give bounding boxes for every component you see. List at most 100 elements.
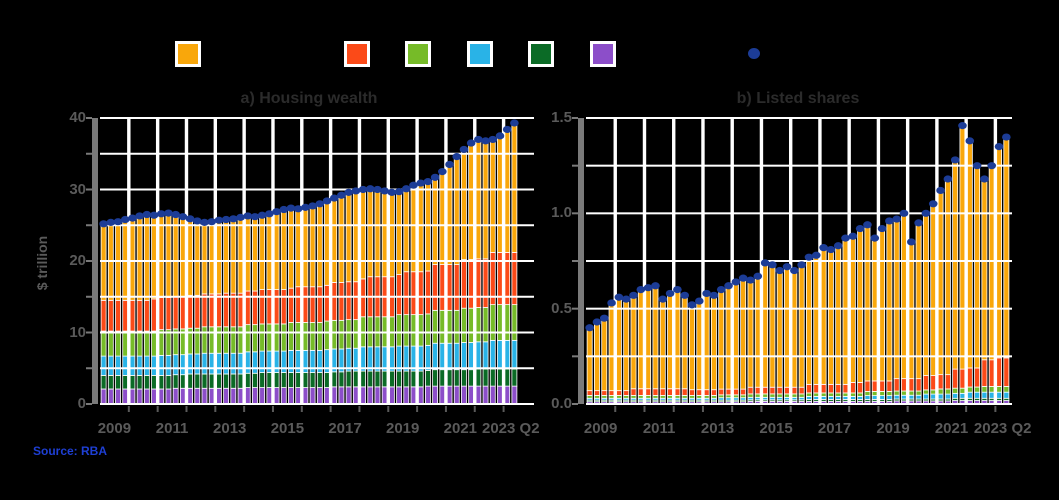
bar-segment-series-orange bbox=[659, 298, 666, 390]
y-axis-tick bbox=[572, 307, 578, 310]
bar-segment-series-red bbox=[981, 359, 988, 387]
bar-segment-series-green bbox=[937, 388, 944, 395]
bar-segment-series-dark-green bbox=[288, 372, 294, 388]
bar-segment-series-green bbox=[122, 330, 129, 357]
bar-segment-series-purple bbox=[216, 387, 222, 405]
bar-segment-series-purple bbox=[388, 386, 395, 405]
bar-segment-series-green bbox=[703, 395, 710, 399]
total-dot bbox=[135, 212, 144, 220]
total-dot bbox=[474, 135, 483, 144]
bar-segment-series-red bbox=[725, 388, 732, 396]
total-dot bbox=[665, 289, 675, 298]
legend-swatch-series-orange bbox=[175, 41, 201, 67]
bar-segment-series-green bbox=[316, 322, 323, 351]
total-dot bbox=[466, 139, 476, 147]
bar-segment-series-red bbox=[849, 382, 856, 394]
bar-segment-series-dark-green bbox=[201, 373, 208, 389]
bar-segment-series-orange bbox=[791, 270, 798, 388]
bar-segment-series-dark-green bbox=[129, 374, 136, 390]
bar-segment-series-orange bbox=[857, 228, 864, 383]
total-dot bbox=[236, 213, 245, 221]
bar-segment-series-red bbox=[630, 388, 637, 396]
bar-segment-series-red bbox=[732, 388, 739, 396]
x-axis-tick bbox=[848, 406, 851, 412]
bar-segment-series-red bbox=[302, 286, 309, 323]
bar-segment-series-green bbox=[667, 395, 674, 399]
bar-segment-series-red bbox=[216, 293, 222, 328]
total-dot bbox=[855, 224, 865, 233]
bar-segment-series-orange bbox=[388, 191, 395, 278]
bar-segment-series-red bbox=[194, 294, 201, 329]
bar-segment-series-green bbox=[922, 389, 929, 395]
bar-segment-series-dark-green bbox=[461, 369, 467, 387]
bar-segment-series-green bbox=[747, 393, 754, 398]
bar-segment-series-purple bbox=[295, 387, 302, 405]
total-dot bbox=[863, 221, 872, 229]
total-dot bbox=[673, 286, 682, 294]
x-tick-label: 2017 bbox=[328, 420, 362, 437]
bar-segment-series-purple bbox=[381, 386, 388, 405]
bar-segment-series-green bbox=[208, 326, 215, 354]
bar-segment-series-dark-green bbox=[136, 374, 143, 390]
bar-segment-series-red bbox=[769, 386, 776, 395]
gridline-h bbox=[100, 260, 534, 262]
bar-segment-series-red bbox=[100, 299, 107, 332]
y-tick-label: 40 bbox=[69, 109, 86, 126]
bar-segment-series-orange bbox=[374, 189, 381, 278]
bar-segment-series-orange bbox=[806, 256, 812, 385]
bar-segment-series-dark-green bbox=[302, 372, 309, 388]
bar-segment-series-red bbox=[959, 368, 966, 389]
bar-segment-series-orange bbox=[725, 285, 732, 390]
bar-segment-series-dark-green bbox=[352, 370, 359, 388]
bar-segment-series-red bbox=[827, 383, 834, 394]
bar-segment-series-cyan bbox=[223, 352, 230, 375]
bar-segment-series-orange bbox=[129, 217, 136, 301]
bar-segment-series-orange bbox=[324, 200, 330, 286]
bar-segment-series-dark-green bbox=[432, 369, 439, 387]
y-axis-tick bbox=[86, 152, 92, 155]
bar-segment-series-orange bbox=[352, 190, 359, 283]
bar-segment-series-orange bbox=[696, 300, 703, 391]
bar-segment-series-green bbox=[158, 329, 165, 356]
bar-segment-series-orange bbox=[718, 289, 725, 390]
bar-segment-series-purple bbox=[151, 388, 157, 405]
bar-segment-series-purple bbox=[439, 385, 446, 405]
x-axis-tick bbox=[701, 406, 704, 412]
y-axis-tick bbox=[86, 403, 92, 405]
bar-segment-series-cyan bbox=[497, 339, 503, 370]
bar-segment-series-green bbox=[762, 393, 769, 398]
x-tick-label: 2015 bbox=[759, 420, 793, 437]
bar-segment-series-cyan bbox=[115, 355, 121, 376]
bar-segment-series-orange bbox=[367, 188, 374, 278]
bar-segment-series-orange bbox=[754, 275, 761, 388]
y-axis-spine bbox=[92, 118, 98, 404]
bar-segment-series-red bbox=[813, 383, 820, 394]
legend-swatch-series-red bbox=[344, 41, 370, 67]
bar-segment-series-dark-green bbox=[396, 370, 402, 388]
y-axis-tick bbox=[86, 117, 92, 119]
chart-a-title: a) Housing wealth bbox=[240, 90, 378, 107]
bar-segment-series-orange bbox=[223, 219, 230, 294]
x-axis-tick bbox=[358, 406, 361, 412]
x-axis-tick bbox=[243, 406, 246, 412]
bar-segment-series-purple bbox=[237, 387, 244, 405]
bar-segment-series-green bbox=[115, 330, 121, 357]
total-dot bbox=[142, 210, 152, 219]
total-dot bbox=[99, 220, 108, 228]
bar-segment-series-red bbox=[352, 281, 359, 321]
bar-segment-series-green bbox=[396, 314, 402, 347]
gridline-h bbox=[586, 260, 1012, 262]
bar-segment-series-cyan bbox=[842, 395, 849, 400]
bar-segment-series-cyan bbox=[849, 395, 856, 400]
x-axis-tick bbox=[672, 406, 675, 412]
bar-segment-series-red bbox=[703, 389, 710, 396]
total-dot bbox=[643, 284, 653, 292]
bar-segment-series-green bbox=[835, 392, 842, 397]
bar-segment-series-green bbox=[871, 391, 878, 397]
bar-segment-series-red bbox=[594, 390, 600, 396]
bar-segment-series-cyan bbox=[944, 393, 951, 400]
total-dot bbox=[106, 218, 116, 226]
total-dot bbox=[943, 175, 953, 183]
bar-segment-series-dark-green bbox=[331, 371, 338, 388]
bar-segment-series-green bbox=[696, 395, 703, 399]
